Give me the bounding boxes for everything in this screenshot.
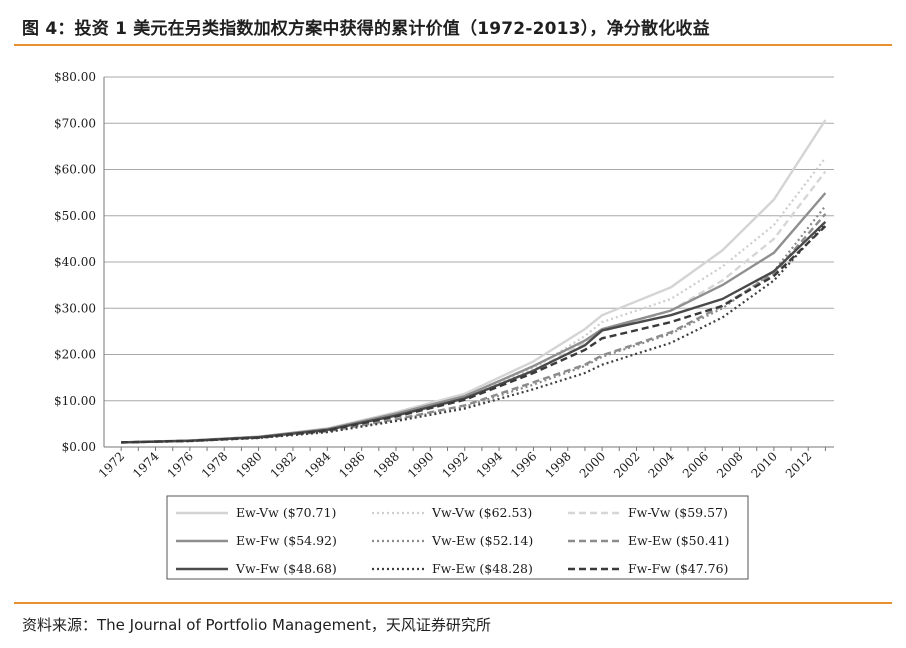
x-tick-label: 1976 [165, 449, 196, 480]
legend-label-2: Vw-Vw ($62.53) [431, 505, 532, 520]
legend-label-8: Fw-Ew ($48.28) [432, 561, 533, 576]
y-tick-label: $20.00 [54, 348, 96, 362]
x-tick-label: 2000 [577, 449, 608, 480]
x-tick-label: 1972 [96, 449, 127, 480]
x-tick-label: 2002 [611, 449, 642, 480]
figure-source: 资料来源：The Journal of Portfolio Management… [22, 616, 491, 634]
chart-canvas: $0.00 $10.00 $20.00 $30.00 $40.00 $50.00 $60.0… [54, 70, 834, 580]
x-tick-label: 1984 [302, 449, 334, 481]
y-tick-label: $80.00 [54, 70, 96, 84]
series-line-9 [121, 225, 827, 444]
x-tick-label: 1988 [371, 449, 402, 480]
x-tick-label: 2008 [714, 449, 745, 480]
x-tick-label: 1982 [268, 449, 299, 480]
x-axis-ticks: 1972 1974 1976 1978 1980 1982 1984 1986 1988 1990… [96, 447, 826, 481]
legend-label-1: Ew-Vw ($70.71) [236, 505, 336, 520]
x-tick-label: 1990 [405, 449, 436, 480]
legend-label-6: Ew-Ew ($50.41) [628, 533, 729, 548]
series-line-7 [121, 221, 827, 444]
legend-label-4: Ew-Fw ($54.92) [236, 533, 337, 548]
x-tick-label: 1994 [474, 449, 506, 481]
y-tick-label: $50.00 [54, 209, 96, 223]
x-tick-label: 1996 [508, 449, 539, 480]
series-line-5 [121, 205, 827, 444]
x-tick-label: 1980 [233, 449, 264, 480]
x-tick-label: 1998 [542, 449, 573, 480]
chart-legend: Ew-Vw ($70.71) Vw-Vw ($62.53) Fw-Vw ($59.5… [166, 495, 749, 580]
y-axis-ticks: $0.00 $10.00 $20.00 $30.00 $40.00 $50.00 $60.0… [54, 70, 96, 454]
x-tick-label: 2010 [749, 449, 780, 480]
chart-axes [103, 77, 834, 448]
x-tick-label: 1992 [439, 449, 470, 480]
legend-label-9: Fw-Fw ($47.76) [628, 561, 728, 576]
x-tick-label: 1986 [336, 449, 367, 480]
figure-title: 图 4：投资 1 美元在另类指数加权方案中获得的累计价值（1972-2013），… [22, 19, 710, 39]
x-tick-label: 1978 [199, 449, 230, 480]
x-tick-label: 1974 [130, 449, 162, 481]
x-tick-label: 2004 [645, 449, 677, 481]
title-divider [14, 44, 892, 46]
series-lines [121, 119, 827, 444]
series-line-6 [121, 213, 827, 444]
y-tick-label: $30.00 [54, 301, 96, 315]
y-tick-label: $10.00 [54, 394, 96, 408]
legend-label-5: Vw-Ew ($52.14) [431, 533, 533, 548]
source-divider [14, 602, 892, 604]
y-tick-label: $60.00 [54, 163, 96, 177]
series-line-8 [121, 222, 827, 444]
series-line-4 [121, 192, 827, 444]
y-tick-label: $40.00 [54, 255, 96, 269]
legend-box [166, 495, 749, 580]
x-tick-label: 2006 [680, 449, 711, 480]
legend-label-3: Fw-Vw ($59.57) [628, 505, 728, 520]
x-tick-label: 2012 [783, 449, 814, 480]
y-tick-label: $0.00 [62, 440, 96, 454]
y-tick-label: $70.00 [54, 116, 96, 130]
legend-label-7: Vw-Fw ($48.68) [235, 561, 337, 576]
